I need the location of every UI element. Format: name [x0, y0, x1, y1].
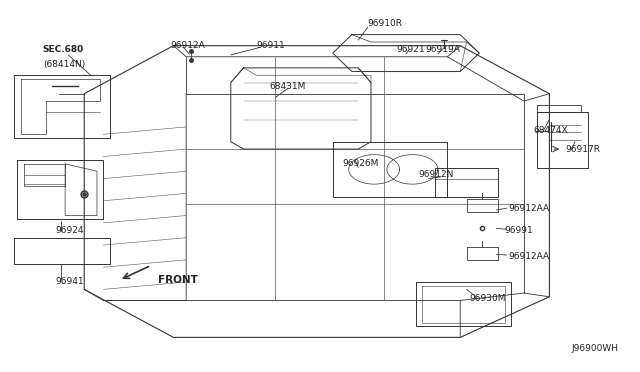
Text: (68414N): (68414N) — [43, 60, 85, 69]
Text: 68431M: 68431M — [269, 82, 305, 91]
Text: 96911: 96911 — [256, 41, 285, 50]
Text: 96926M: 96926M — [342, 159, 379, 169]
Text: 96912N: 96912N — [419, 170, 454, 179]
Text: SEC.680: SEC.680 — [43, 45, 84, 54]
Text: 96991: 96991 — [505, 226, 534, 235]
Text: 96941: 96941 — [56, 278, 84, 286]
Text: 96921: 96921 — [396, 45, 425, 54]
Text: FRONT: FRONT — [157, 275, 197, 285]
Text: 96924: 96924 — [56, 226, 84, 235]
Text: 96912AA: 96912AA — [508, 251, 549, 261]
Text: 68474X: 68474X — [534, 126, 568, 135]
Text: 96919A: 96919A — [425, 45, 460, 54]
Text: 96910R: 96910R — [368, 19, 403, 28]
Text: 96912A: 96912A — [170, 41, 205, 50]
Text: 96912AA: 96912AA — [508, 203, 549, 213]
Text: 96917R: 96917R — [565, 145, 600, 154]
Text: 96930M: 96930M — [470, 294, 506, 303]
Text: J96900WH: J96900WH — [572, 344, 619, 353]
